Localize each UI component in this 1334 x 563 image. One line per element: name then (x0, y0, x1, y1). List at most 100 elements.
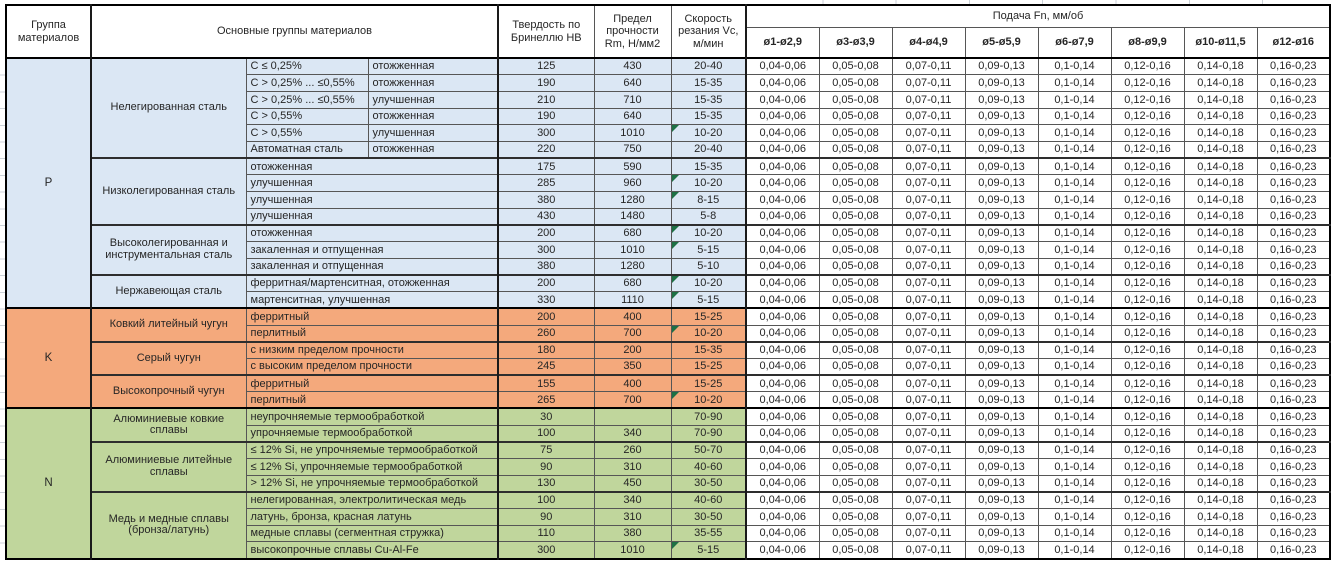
feed-cell[interactable]: 0,04-0,06 (745, 74, 820, 92)
feed-cell[interactable]: 0,07-0,11 (891, 257, 966, 276)
feed-cell[interactable]: 0,12-0,16 (1110, 57, 1185, 76)
tensile-cell[interactable]: 350 (593, 357, 672, 376)
feed-cell[interactable]: 0,04-0,06 (745, 57, 820, 76)
feed-cell[interactable]: 0,16-0,23 (1256, 458, 1331, 476)
feed-cell[interactable]: 0,04-0,06 (745, 157, 820, 176)
feed-cell[interactable]: 0,14-0,18 (1183, 273, 1258, 293)
feed-cell[interactable]: 0,14-0,18 (1183, 124, 1258, 142)
feed-cell[interactable]: 0,09-0,13 (964, 57, 1039, 76)
header-feed-diameter[interactable]: ø4-ø4,9 (891, 26, 966, 59)
material-desc-cell[interactable]: закаленная и отпущенная (245, 241, 499, 259)
feed-cell[interactable]: 0,07-0,11 (891, 407, 966, 426)
feed-cell[interactable]: 0,04-0,06 (745, 440, 820, 459)
material-desc-cell[interactable]: перлитный (245, 324, 499, 343)
feed-cell[interactable]: 0,07-0,11 (891, 90, 966, 109)
hardness-cell[interactable]: 200 (497, 273, 595, 293)
speed-cell[interactable]: 15-35 (670, 340, 747, 359)
hardness-cell[interactable]: 330 (497, 291, 595, 309)
feed-cell[interactable]: 0,1-0,14 (1037, 140, 1112, 159)
feed-cell[interactable]: 0,1-0,14 (1037, 107, 1112, 126)
hardness-cell[interactable]: 300 (497, 124, 595, 142)
feed-cell[interactable]: 0,05-0,08 (818, 257, 893, 276)
tensile-cell[interactable]: 1010 (593, 241, 672, 259)
header-feed-diameter[interactable]: ø8-ø9,9 (1110, 26, 1185, 59)
feed-cell[interactable]: 0,12-0,16 (1110, 324, 1185, 343)
feed-cell[interactable]: 0,12-0,16 (1110, 140, 1185, 159)
feed-cell[interactable]: 0,09-0,13 (964, 307, 1039, 326)
feed-cell[interactable]: 0,14-0,18 (1183, 407, 1258, 426)
feed-cell[interactable]: 0,09-0,13 (964, 273, 1039, 293)
material-group-name-cell[interactable]: Алюминиевые литейные сплавы (90, 440, 247, 493)
feed-cell[interactable]: 0,04-0,06 (745, 191, 820, 209)
material-desc-cell[interactable]: нелегированная, электролитическая медь (245, 490, 499, 510)
header-feed-diameter[interactable]: ø3-ø3,9 (818, 26, 893, 59)
speed-cell[interactable]: 10-20 (670, 273, 747, 293)
tensile-cell[interactable]: 400 (593, 374, 672, 393)
feed-cell[interactable]: 0,14-0,18 (1183, 241, 1258, 259)
hardness-cell[interactable]: 90 (497, 458, 595, 476)
feed-cell[interactable]: 0,14-0,18 (1183, 474, 1258, 493)
feed-cell[interactable]: 0,12-0,16 (1110, 124, 1185, 142)
feed-cell[interactable]: 0,12-0,16 (1110, 458, 1185, 476)
feed-cell[interactable]: 0,09-0,13 (964, 257, 1039, 276)
feed-cell[interactable]: 0,09-0,13 (964, 140, 1039, 159)
composition-cell[interactable]: C > 0,55% (245, 124, 369, 142)
feed-cell[interactable]: 0,16-0,23 (1256, 107, 1331, 126)
feed-cell[interactable]: 0,1-0,14 (1037, 508, 1112, 526)
feed-cell[interactable]: 0,12-0,16 (1110, 107, 1185, 126)
feed-cell[interactable]: 0,12-0,16 (1110, 157, 1185, 176)
material-desc-cell[interactable]: перлитный (245, 391, 499, 409)
tensile-cell[interactable]: 1110 (593, 291, 672, 309)
feed-cell[interactable]: 0,14-0,18 (1183, 458, 1258, 476)
feed-cell[interactable]: 0,1-0,14 (1037, 74, 1112, 92)
feed-cell[interactable]: 0,09-0,13 (964, 374, 1039, 393)
feed-cell[interactable]: 0,1-0,14 (1037, 407, 1112, 426)
feed-cell[interactable]: 0,04-0,06 (745, 223, 820, 243)
tensile-cell[interactable]: 310 (593, 458, 672, 476)
feed-cell[interactable]: 0,05-0,08 (818, 74, 893, 92)
state-cell[interactable]: отожженная (367, 74, 499, 92)
feed-cell[interactable]: 0,16-0,23 (1256, 57, 1331, 76)
feed-cell[interactable]: 0,05-0,08 (818, 391, 893, 409)
speed-cell[interactable]: 50-70 (670, 440, 747, 459)
speed-cell[interactable]: 10-20 (670, 124, 747, 142)
feed-cell[interactable]: 0,09-0,13 (964, 407, 1039, 426)
tensile-cell[interactable]: 430 (593, 57, 672, 76)
feed-cell[interactable]: 0,05-0,08 (818, 107, 893, 126)
tensile-cell[interactable]: 400 (593, 307, 672, 326)
feed-cell[interactable]: 0,14-0,18 (1183, 291, 1258, 309)
material-group-name-cell[interactable]: Высокопрочный чугун (90, 374, 247, 409)
feed-cell[interactable]: 0,05-0,08 (818, 474, 893, 493)
feed-cell[interactable]: 0,1-0,14 (1037, 157, 1112, 176)
speed-cell[interactable]: 10-20 (670, 174, 747, 192)
feed-cell[interactable]: 0,04-0,06 (745, 524, 820, 543)
hardness-cell[interactable]: 190 (497, 107, 595, 126)
feed-cell[interactable]: 0,07-0,11 (891, 291, 966, 309)
feed-cell[interactable]: 0,07-0,11 (891, 324, 966, 343)
feed-cell[interactable]: 0,1-0,14 (1037, 273, 1112, 293)
material-desc-cell[interactable]: с низким пределом прочности (245, 340, 499, 359)
feed-cell[interactable]: 0,04-0,06 (745, 508, 820, 526)
hardness-cell[interactable]: 90 (497, 508, 595, 526)
material-desc-cell[interactable]: неупрочняемые термообработкой (245, 407, 499, 426)
feed-cell[interactable]: 0,14-0,18 (1183, 157, 1258, 176)
feed-cell[interactable]: 0,07-0,11 (891, 223, 966, 243)
speed-cell[interactable]: 5-15 (670, 541, 747, 560)
feed-cell[interactable]: 0,04-0,06 (745, 340, 820, 359)
feed-cell[interactable]: 0,05-0,08 (818, 458, 893, 476)
feed-cell[interactable]: 0,1-0,14 (1037, 90, 1112, 109)
material-desc-cell[interactable]: отожженная (245, 157, 499, 176)
feed-cell[interactable]: 0,05-0,08 (818, 174, 893, 192)
material-group-name-cell[interactable]: Алюминиевые ковкие сплавы (90, 407, 247, 443)
tensile-cell[interactable]: 640 (593, 107, 672, 126)
hardness-cell[interactable]: 200 (497, 223, 595, 243)
feed-cell[interactable]: 0,1-0,14 (1037, 490, 1112, 510)
speed-cell[interactable]: 15-35 (670, 90, 747, 109)
feed-cell[interactable]: 0,09-0,13 (964, 541, 1039, 560)
feed-cell[interactable]: 0,16-0,23 (1256, 508, 1331, 526)
feed-cell[interactable]: 0,12-0,16 (1110, 90, 1185, 109)
group-code-cell[interactable]: P (5, 56, 92, 309)
feed-cell[interactable]: 0,05-0,08 (818, 223, 893, 243)
feed-cell[interactable]: 0,16-0,23 (1256, 391, 1331, 409)
feed-cell[interactable]: 0,14-0,18 (1183, 508, 1258, 526)
